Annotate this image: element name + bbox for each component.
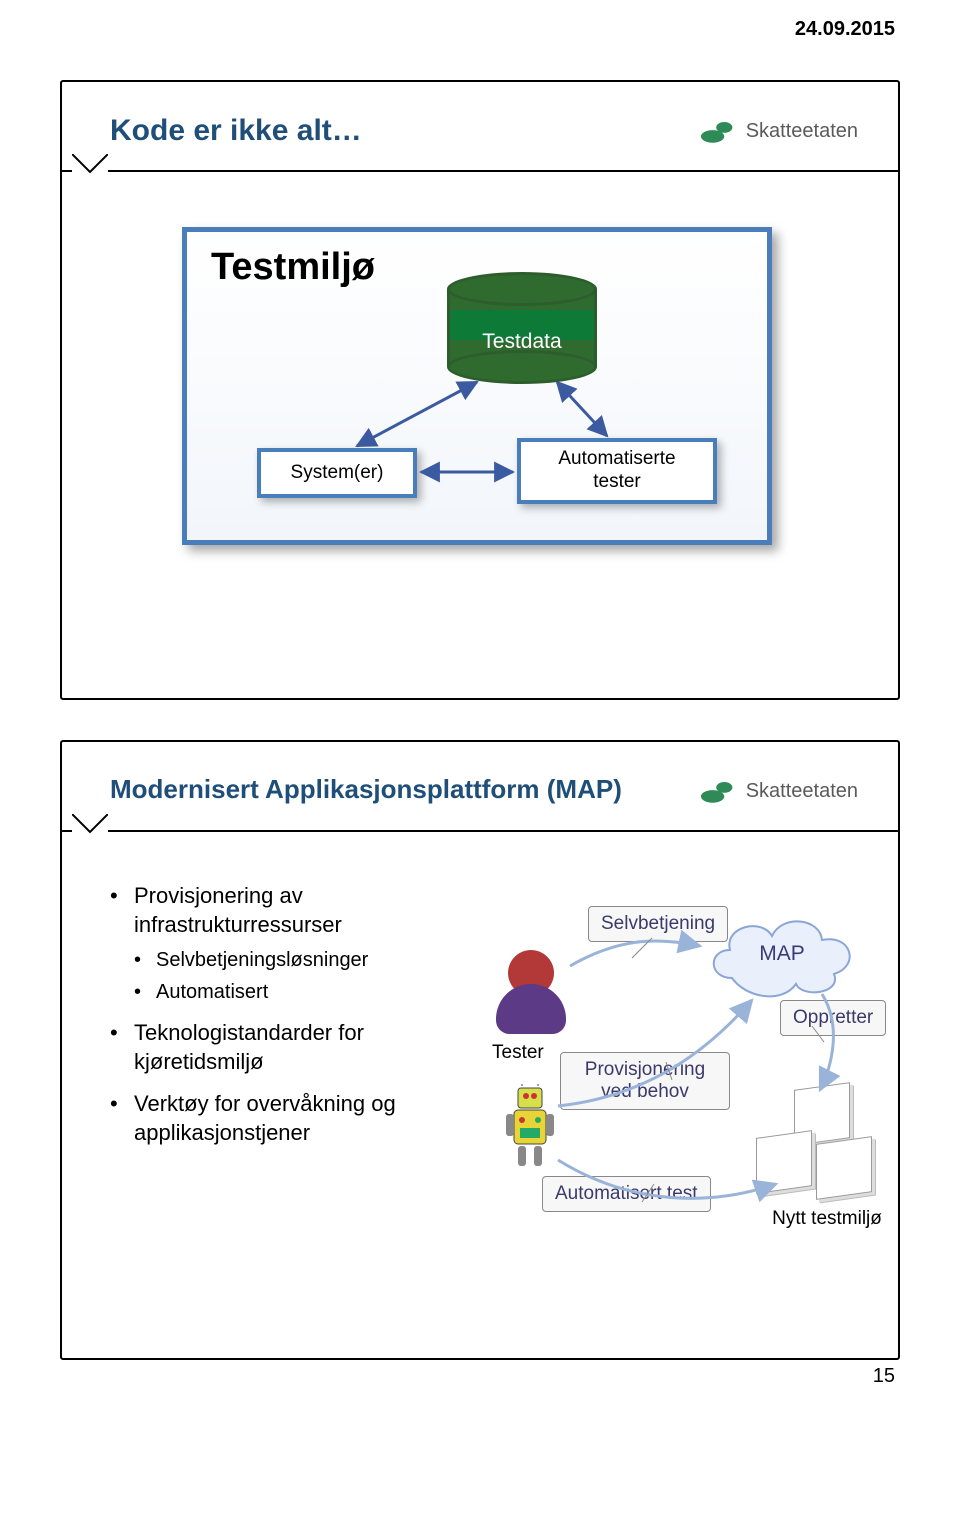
slide2-title: Modernisert Applikasjonsplattform (MAP) xyxy=(110,774,622,805)
page-date: 24.09.2015 xyxy=(795,18,895,41)
brand-block: Skatteetaten xyxy=(700,118,858,144)
bullet-provisjonering: Provisjonering av infrastrukturressurser… xyxy=(110,882,490,1005)
slide-1: Kode er ikke alt… Skatteetaten Testmiljø xyxy=(60,80,900,700)
bullet-teknologistd: Teknologistandarder for kjøretidsmiljø xyxy=(110,1019,490,1076)
slide2-arrows-icon xyxy=(492,866,878,1338)
page-number: 15 xyxy=(873,1365,895,1388)
slide-2: Modernisert Applikasjonsplattform (MAP) … xyxy=(60,740,900,1360)
brand-text: Skatteetaten xyxy=(746,120,858,143)
testmiljo-panel: Testmiljø Testdata System(er) Automatise xyxy=(182,227,772,545)
bullet-verktoy: Verktøy for overvåkning og applikasjonst… xyxy=(110,1090,490,1147)
brand-text-2: Skatteetaten xyxy=(746,780,858,803)
slide2-diagram: Tester MAP Selvbetjening Provisjonering xyxy=(492,866,878,1338)
brand-block-2: Skatteetaten xyxy=(700,778,858,804)
bullet-automatisert: Automatisert xyxy=(134,979,490,1005)
brand-logo-icon xyxy=(700,118,736,144)
testdata-label: Testdata xyxy=(447,330,597,354)
brand-logo-icon-2 xyxy=(700,778,736,804)
slide1-title: Kode er ikke alt… xyxy=(110,114,362,148)
bullet-list: Provisjonering av infrastrukturressurser… xyxy=(110,882,490,1162)
testdata-db-icon: Testdata xyxy=(447,272,597,384)
bullet-selvbetjening: Selvbetjeningsløsninger xyxy=(134,947,490,973)
